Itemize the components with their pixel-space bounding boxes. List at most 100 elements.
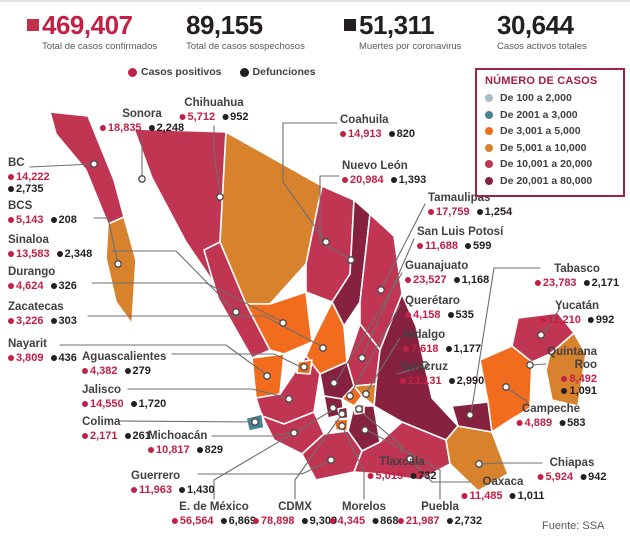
positive-dot-icon bbox=[128, 67, 137, 77]
state-label-michoacan: Michoacán 10,817 829 bbox=[148, 430, 224, 456]
deaths-dot-icon bbox=[446, 518, 453, 525]
deaths-legend-label: Defunciones bbox=[252, 66, 316, 78]
stat-suspected: 89,155 Total de casos sospechosos bbox=[186, 11, 305, 53]
state-label-campeche: Campeche 4,889 583 bbox=[516, 403, 585, 429]
state-label-bc: BC 14,222 2,735 bbox=[8, 157, 50, 196]
category5-dot-icon bbox=[485, 160, 493, 169]
cases-dot-icon bbox=[148, 447, 154, 454]
deaths-dot-icon bbox=[390, 177, 397, 184]
legend-item: De 10,001 a 20,000 bbox=[485, 156, 615, 173]
deaths-dot-icon bbox=[561, 388, 568, 395]
state-label-nayarit: Nayarit 3,809 436 bbox=[8, 338, 77, 364]
cases-dot-icon bbox=[82, 401, 88, 408]
stat-active-value: 30,644 bbox=[497, 10, 574, 40]
state-label-aguascalientes: Aguascalientes 4,382 279 bbox=[82, 351, 167, 377]
deaths-dot-icon bbox=[583, 280, 590, 287]
cases-dot-icon bbox=[417, 243, 423, 250]
stat-deaths-value: 51,311 bbox=[359, 10, 435, 40]
stat-suspected-label: Total de casos sospechosos bbox=[186, 41, 305, 53]
cases-dot-icon bbox=[342, 177, 348, 184]
cases-dot-icon bbox=[405, 277, 411, 284]
positive-legend-item: Casos positivos bbox=[128, 66, 222, 78]
stat-confirmed-value: 469,407 bbox=[42, 10, 133, 40]
category3-dot-icon bbox=[485, 127, 493, 136]
deaths-dot-icon bbox=[50, 318, 57, 325]
state-label-coahuila: Coahuila 14,913 820 bbox=[340, 114, 416, 140]
cases-dot-icon bbox=[8, 251, 14, 258]
deaths-dot-icon bbox=[179, 487, 186, 494]
state-label-sonora: Sonora 18,835 2,248 bbox=[99, 108, 184, 134]
deaths-dot-icon bbox=[124, 368, 131, 375]
state-label-yucatan: Yucatán 11,210 992 bbox=[539, 300, 614, 326]
stat-active: 30,644 Casos activos totales bbox=[497, 10, 587, 53]
cases-dot-icon bbox=[8, 355, 14, 362]
cases-dot-icon bbox=[8, 318, 14, 325]
deaths-dot-icon bbox=[447, 312, 454, 319]
deaths-dot-icon bbox=[559, 420, 566, 427]
state-shape-qroo bbox=[545, 332, 587, 407]
state-label-guerrero: Guerrero 11,963 1,430 bbox=[131, 470, 215, 496]
state-label-bcs: BCS 5,143 208 bbox=[8, 200, 77, 226]
state-label-zacatecas: Zacatecas 3,226 303 bbox=[8, 301, 77, 327]
deaths-dot-icon bbox=[448, 378, 455, 385]
cases-dot-icon bbox=[99, 125, 106, 132]
legend-item: De 3,001 a 5,000 bbox=[485, 123, 615, 140]
cases-dot-icon bbox=[367, 473, 374, 480]
state-label-slp: San Luis Potosí 11,688 599 bbox=[417, 226, 504, 252]
cases-dot-icon bbox=[8, 174, 14, 181]
state-label-veracruz: Veracruz 23,131 2,990 bbox=[400, 361, 485, 387]
state-label-morelos: Morelos 4,345 868 bbox=[329, 501, 398, 527]
red-square-icon bbox=[27, 19, 39, 31]
state-label-quintanaroo: Quintana Roo 8,492 1,091 bbox=[547, 346, 597, 398]
category2-dot-icon bbox=[485, 110, 493, 119]
deaths-dot-icon bbox=[130, 401, 137, 408]
stat-active-label: Casos activos totales bbox=[497, 41, 587, 53]
state-label-hidalgo: Hidalgo 7,618 1,177 bbox=[403, 329, 482, 355]
legend-item: De 20,001 a 80,000 bbox=[485, 173, 615, 190]
cases-dot-icon bbox=[340, 131, 346, 138]
deaths-dot-icon bbox=[372, 518, 379, 525]
category1-dot-icon bbox=[485, 94, 493, 103]
positive-legend-label: Casos positivos bbox=[141, 66, 222, 78]
deaths-dot-icon bbox=[56, 251, 63, 258]
stat-confirmed: 469,407 Total de casos confirmados bbox=[42, 10, 157, 52]
cases-dot-icon bbox=[131, 487, 137, 494]
legend-item: De 2001 a 3,000 bbox=[485, 107, 615, 124]
state-label-puebla: Puebla 21,987 2,732 bbox=[397, 501, 482, 527]
deaths-dot-icon bbox=[388, 131, 395, 138]
state-label-guanajuato: Guanajuato 23,527 1,168 bbox=[405, 260, 490, 286]
deaths-dot-icon bbox=[476, 209, 483, 216]
cases-dot-icon bbox=[534, 280, 541, 287]
cases-dot-icon bbox=[179, 114, 186, 121]
state-label-tamaulipas: Tamaulipas 17,759 1,254 bbox=[428, 192, 513, 218]
cases-legend-title: NÚMERO DE CASOS bbox=[485, 75, 598, 87]
state-label-jalisco: Jalisco 14,550 1,720 bbox=[82, 384, 167, 410]
deaths-dot-icon bbox=[222, 114, 229, 121]
deaths-dot-icon bbox=[509, 493, 516, 500]
cases-dot-icon bbox=[428, 209, 434, 216]
category6-dot-icon bbox=[485, 176, 493, 185]
deaths-dot-icon bbox=[50, 283, 57, 290]
cases-dot-icon bbox=[561, 375, 568, 382]
black-square-icon bbox=[344, 19, 356, 31]
state-label-durango: Durango 4,624 326 bbox=[8, 266, 77, 292]
deaths-dot-icon bbox=[587, 317, 594, 324]
deaths-dot-icon bbox=[196, 447, 203, 454]
state-label-chiapas: Chiapas 5,924 942 bbox=[537, 457, 606, 483]
state-label-oaxaca: Oaxaca 11,485 1,011 bbox=[461, 476, 544, 502]
cases-dot-icon bbox=[329, 518, 336, 525]
stat-deaths-label: Muertes por coronavirus bbox=[359, 41, 462, 53]
deaths-dot-icon bbox=[445, 346, 452, 353]
cases-dot-icon bbox=[403, 346, 409, 353]
stat-deaths: 51,311 Muertes por coronavirus bbox=[359, 10, 462, 53]
cases-dot-icon bbox=[171, 518, 178, 525]
deaths-dot-icon bbox=[50, 355, 57, 362]
state-shapes bbox=[49, 111, 587, 492]
state-markers bbox=[90, 160, 545, 468]
cases-dot-icon bbox=[461, 493, 468, 500]
source-credit: Fuente: SSA bbox=[542, 520, 605, 532]
cases-dot-icon bbox=[8, 217, 14, 224]
deaths-dot-icon bbox=[465, 243, 472, 250]
